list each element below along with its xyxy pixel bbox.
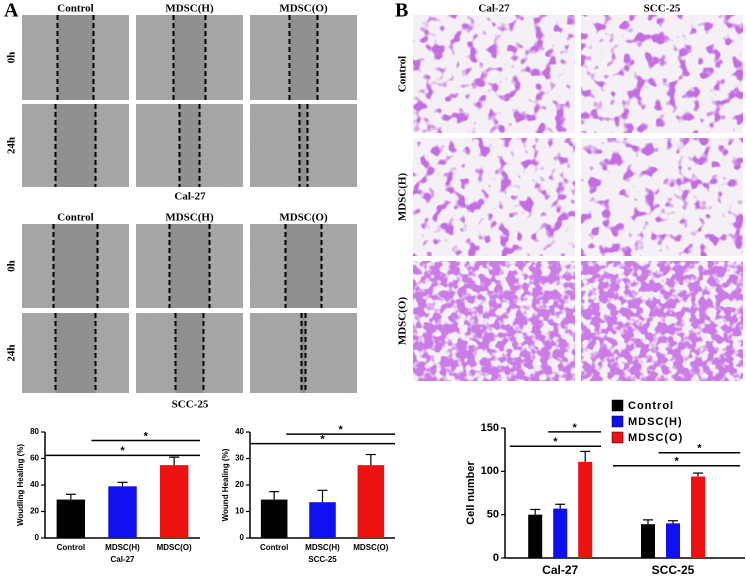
y-tick-label: 60: [30, 454, 39, 463]
bar: [528, 514, 543, 558]
y-tick-label: 40: [235, 427, 244, 436]
wound-gap: [179, 104, 200, 187]
legend-label: MDSC(O): [628, 432, 683, 444]
bar: [56, 499, 86, 538]
y-tick-label: 20: [235, 480, 244, 489]
legend-swatch: [611, 399, 624, 412]
bar: [357, 465, 385, 538]
significance-star: *: [674, 456, 679, 468]
x-tick-label: Cal-27: [542, 563, 578, 577]
y-tick-label: 0: [240, 533, 245, 542]
bar: [108, 486, 137, 538]
column-header: SCC-25: [644, 3, 681, 15]
y-tick-label: 20: [30, 507, 39, 516]
y-tick-label: 0: [493, 552, 499, 564]
column-header: Control: [57, 3, 93, 15]
panel-label: A: [4, 0, 19, 22]
micrograph-texture: [413, 261, 575, 381]
y-tick-label: 100: [481, 465, 499, 477]
column-header: Control: [57, 212, 93, 224]
bar: [159, 465, 189, 538]
bar: [666, 523, 680, 558]
column-header: MDSC(H): [165, 3, 214, 15]
row-label: 0h: [6, 260, 18, 272]
x-tick-label: Control: [260, 543, 288, 552]
legend-label: Control: [628, 400, 674, 412]
y-tick-label: 30: [235, 454, 244, 463]
x-tick-label: Control: [57, 543, 85, 552]
micrograph-texture: [581, 138, 743, 256]
y-tick-label: 50: [487, 509, 499, 521]
wound-gap: [55, 104, 96, 187]
significance-star: *: [144, 430, 149, 442]
bar: [309, 502, 336, 538]
y-tick-label: 40: [30, 480, 39, 489]
significance-star: *: [338, 424, 343, 436]
bar: [578, 461, 593, 558]
micrograph-texture: [413, 138, 575, 256]
row-label: Control: [397, 56, 409, 92]
bar: [260, 499, 288, 538]
column-header: MDSC(O): [279, 212, 328, 224]
x-tick-label: MDSC(H): [305, 543, 340, 552]
significance-star: *: [697, 443, 702, 455]
caption: Cal-27: [174, 191, 206, 203]
bar: [691, 476, 705, 558]
column-header: MDSC(H): [165, 212, 214, 224]
micrograph-texture: [581, 15, 743, 133]
x-tick-label: MDSC(O): [157, 543, 192, 552]
legend-swatch: [611, 415, 624, 428]
column-header: Cal-27: [478, 3, 510, 15]
wound-gap: [173, 15, 206, 100]
bar: [553, 508, 568, 558]
y-axis-label: Woudling Healing (%): [16, 444, 25, 526]
wound-gap: [299, 104, 308, 187]
caption: SCC-25: [172, 399, 209, 411]
bar: [641, 524, 655, 558]
row-label: 0h: [6, 52, 18, 64]
micrograph-texture: [413, 15, 575, 133]
row-label: 24h: [6, 344, 18, 361]
significance-star: *: [553, 436, 558, 448]
panel-label: B: [395, 0, 408, 22]
column-header: MDSC(O): [279, 3, 328, 15]
wound-gap: [53, 224, 98, 308]
y-axis-label: Wound Healing (%): [221, 448, 230, 521]
x-tick-label: MDSC(H): [105, 543, 140, 552]
y-tick-label: 150: [481, 422, 499, 434]
wound-gap: [175, 313, 204, 393]
x-tick-label: MDSC(O): [353, 543, 388, 552]
significance-star: *: [120, 445, 125, 457]
row-label: MDSC(O): [397, 297, 409, 346]
y-tick-label: 10: [235, 507, 244, 516]
legend-swatch: [611, 431, 624, 444]
wound-gap: [285, 224, 322, 308]
legend-label: MDSC(H): [628, 416, 683, 428]
y-axis-label: Cell number: [465, 461, 477, 525]
x-axis-label: Cal-27: [110, 555, 135, 564]
row-label: MDSC(H): [397, 173, 409, 222]
wound-gap: [169, 224, 210, 308]
significance-star: *: [320, 434, 325, 446]
wound-gap: [57, 15, 94, 100]
wound-gap: [55, 313, 96, 393]
x-axis-label: SCC-25: [308, 555, 337, 564]
row-label: 24h: [6, 137, 18, 154]
wound-gap: [289, 15, 318, 100]
x-tick-label: SCC-25: [652, 563, 695, 577]
y-tick-label: 80: [30, 427, 39, 436]
y-tick-label: 0: [35, 533, 40, 542]
significance-star: *: [572, 422, 577, 434]
wound-gap: [301, 313, 306, 393]
micrograph-texture: [581, 261, 743, 381]
